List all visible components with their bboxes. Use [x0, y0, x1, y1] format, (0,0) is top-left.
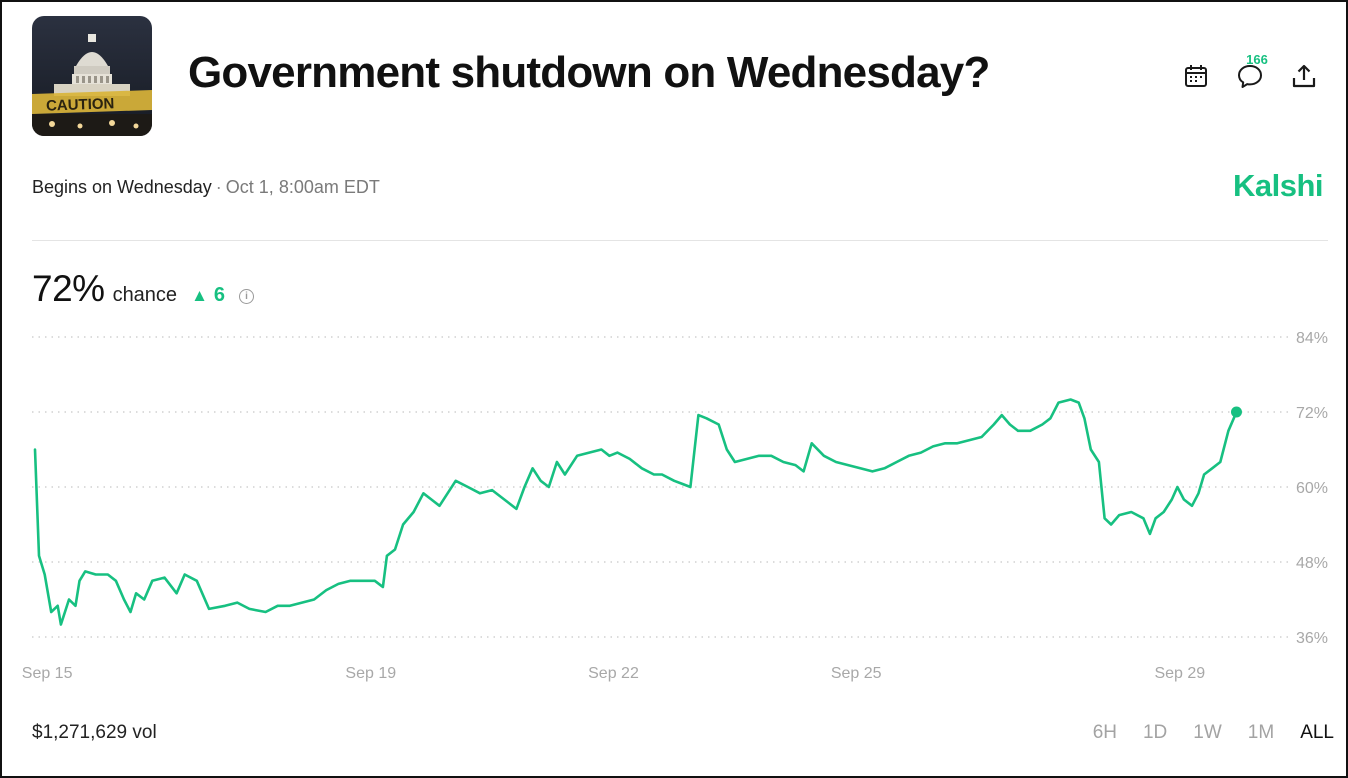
x-tick-label: Sep 22 — [588, 665, 639, 682]
up-arrow-icon: ▲ — [191, 286, 208, 305]
range-6h[interactable]: 6H — [1092, 722, 1117, 743]
event-timing: Begins on Wednesday · Oct 1, 8:00am EDT — [32, 177, 380, 198]
y-tick-label: 84% — [1296, 330, 1328, 347]
range-1w[interactable]: 1W — [1193, 722, 1222, 743]
delta-value: 6 — [213, 284, 226, 306]
volume-label: $1,271,629 vol — [32, 722, 157, 743]
chance-label: chance — [112, 284, 178, 306]
caution-tape-text: CAUTION — [46, 95, 115, 114]
chance-value: 72% — [32, 268, 105, 309]
price-chart[interactable]: 84% 72% 60% 48% 36% Sep 15 Sep 19 Sep 22 Sep 25 S… — [2, 312, 1348, 692]
info-icon[interactable]: i — [239, 289, 255, 304]
event-date: Oct 1, 8:00am EDT — [225, 177, 380, 197]
chance-summary: 72% chance ▲ 6 i — [32, 268, 255, 310]
y-tick-label: 60% — [1296, 480, 1328, 497]
market-thumbnail[interactable]: CAUTION — [32, 16, 152, 136]
comment-icon — [1238, 65, 1262, 88]
comments-button[interactable] — [1234, 60, 1266, 92]
begins-label: Begins on Wednesday — [32, 177, 212, 197]
range-1m[interactable]: 1M — [1247, 722, 1275, 743]
x-tick-label: Sep 29 — [1154, 665, 1205, 682]
share-button[interactable] — [1288, 60, 1320, 92]
y-tick-label: 36% — [1296, 630, 1328, 647]
series-line — [33, 398, 1238, 626]
market-title: Government shutdown on Wednesday? — [188, 48, 990, 97]
separator-dot: · — [215, 177, 222, 197]
x-tick-label: Sep 25 — [831, 665, 882, 682]
range-all[interactable]: ALL — [1300, 722, 1334, 743]
calendar-icon — [1185, 65, 1207, 87]
calendar-button[interactable] — [1180, 60, 1212, 92]
x-tick-label: Sep 15 — [22, 665, 73, 682]
divider — [32, 240, 1328, 241]
kalshi-logo[interactable]: Kalshi — [1232, 168, 1324, 203]
share-icon — [1292, 64, 1316, 88]
y-tick-label: 72% — [1296, 405, 1328, 422]
x-tick-label: Sep 19 — [345, 665, 396, 682]
capitol-caution-image: CAUTION — [32, 16, 152, 136]
time-range-selector: 6H 1D 1W 1M ALL — [1067, 722, 1334, 744]
chance-delta: ▲ 6 — [191, 284, 225, 307]
last-point-marker — [1230, 406, 1242, 418]
range-1d[interactable]: 1D — [1142, 722, 1168, 743]
comment-count: 166 — [1246, 52, 1268, 67]
y-tick-label: 48% — [1296, 555, 1328, 572]
